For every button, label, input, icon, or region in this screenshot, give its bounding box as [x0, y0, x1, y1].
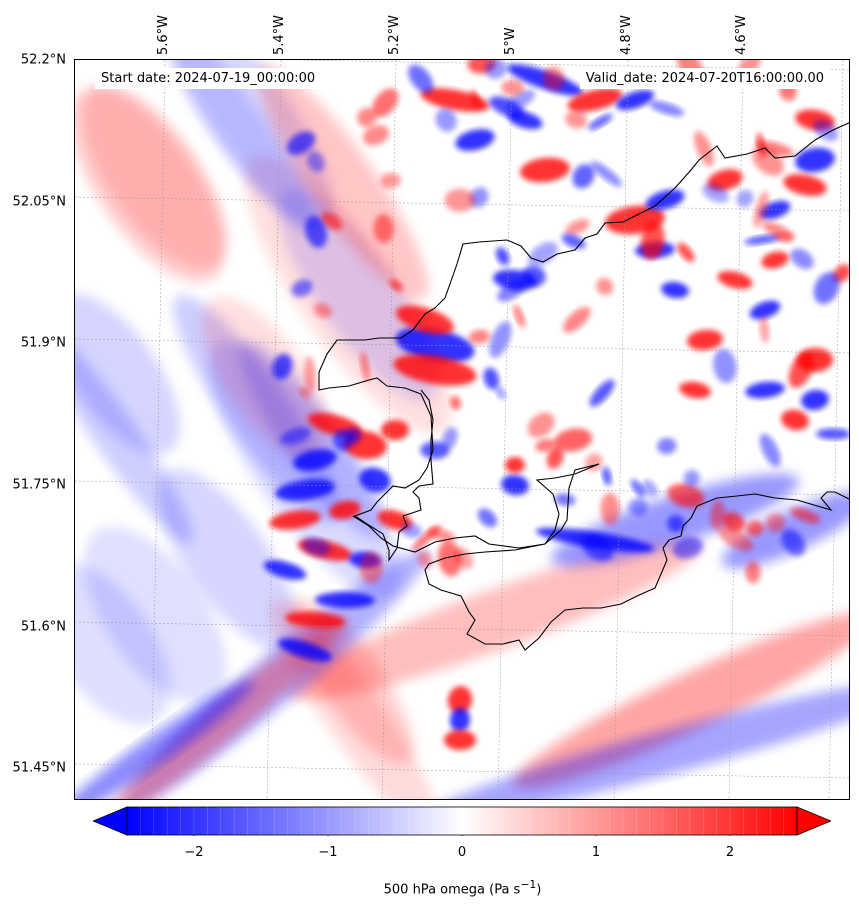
coastline-wales-north	[318, 122, 849, 562]
map-panel	[74, 59, 850, 800]
lon-tick-label: 5.2°W	[387, 14, 402, 55]
lon-tick-label: 5.4°W	[272, 14, 287, 55]
lon-tick-label: 5.6°W	[156, 14, 171, 55]
lon-tick-label: 5°W	[503, 27, 518, 55]
lon-tick-label: 4.6°W	[734, 14, 749, 55]
colorbar-tick-label: −2	[184, 845, 204, 860]
valid-date-label: Valid_date: 2024-07-20T16:00:00.00	[579, 68, 830, 89]
colorbar	[93, 806, 831, 836]
colorbar-tick-label: 0	[457, 845, 467, 860]
lat-tick-label: 51.6°N	[20, 619, 66, 635]
colorbar-extend-low	[93, 806, 128, 836]
lat-tick-label: 51.45°N	[12, 760, 66, 776]
colorbar-tick-label: 2	[725, 845, 735, 860]
gridlines	[75, 60, 849, 799]
colorbar-body	[126, 806, 798, 836]
lat-tick-label: 52.2°N	[20, 52, 66, 68]
lat-tick-label: 52.05°N	[12, 194, 66, 210]
coastline-pembrokeshire-south	[352, 463, 849, 651]
lon-tick-label: 4.8°W	[619, 14, 634, 55]
omega-field-map	[75, 60, 849, 799]
start-date-label: Start date: 2024-07-19_00:00:00	[95, 68, 322, 89]
lat-tick-label: 51.75°N	[12, 477, 66, 493]
colorbar-tick-label: 1	[591, 845, 601, 860]
colorbar-label: 500 hPa omega (Pa s−1)	[383, 878, 542, 898]
colorbar-extend-high	[796, 806, 831, 836]
omega-field	[75, 60, 849, 799]
colorbar-tick-label: −1	[318, 845, 338, 860]
lat-tick-label: 51.9°N	[20, 335, 66, 351]
